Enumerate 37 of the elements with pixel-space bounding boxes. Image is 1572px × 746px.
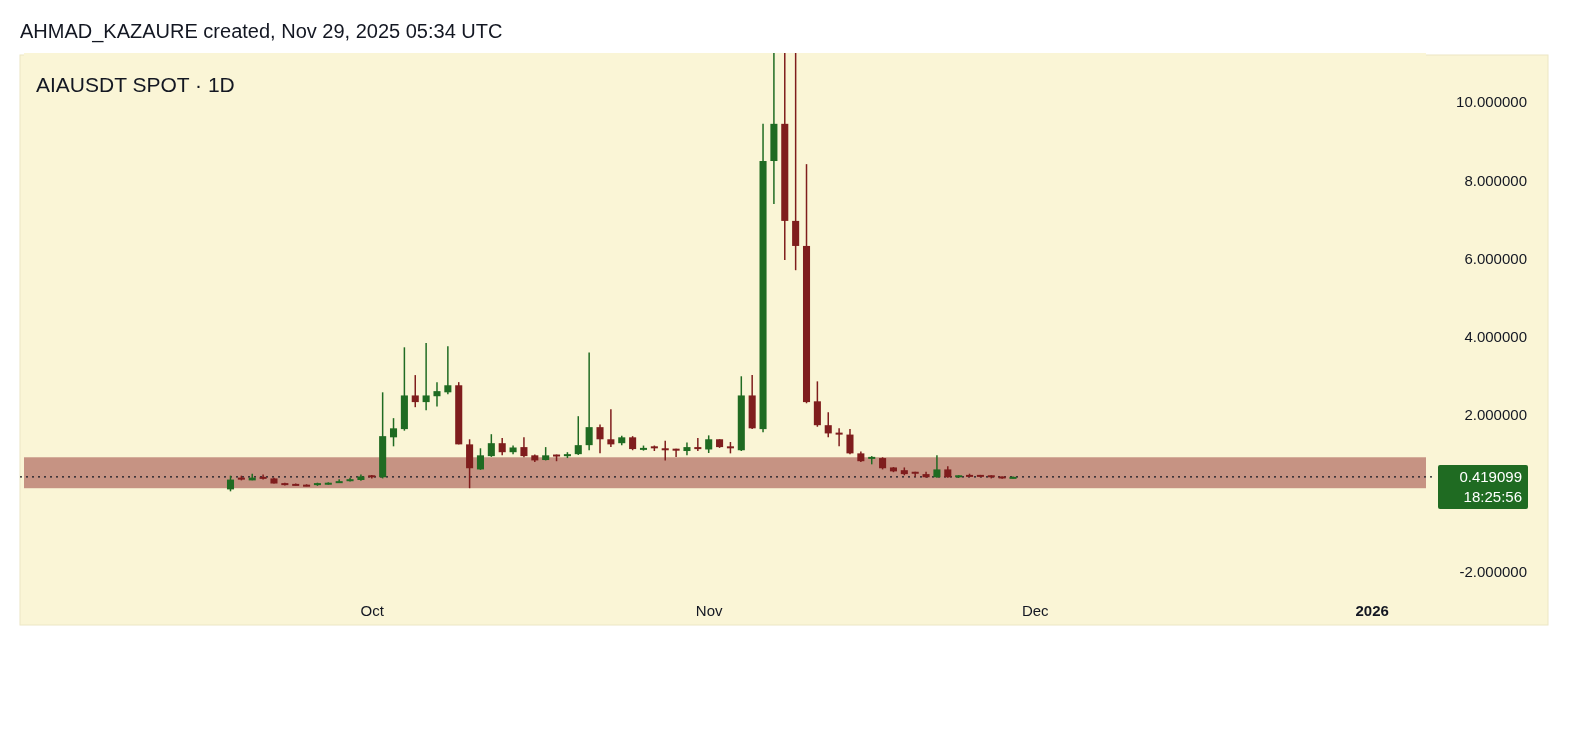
y-tick-label: 2.000000 — [1464, 406, 1527, 424]
candlestick — [607, 408, 615, 448]
candlestick — [444, 345, 452, 396]
candlestick — [824, 411, 832, 439]
text: AIAUSDT SPOT · 1D — [36, 73, 235, 96]
candlestick — [661, 440, 669, 462]
x-tick-label: Nov — [695, 601, 724, 619]
chart-subtitle: AHMAD_KAZAURE created, Nov 29, 2025 05:34 UTC — [20, 20, 503, 43]
y-tick-label: 10.000000 — [1456, 93, 1527, 111]
candlestick — [683, 441, 691, 457]
y-tick-label: 6.000000 — [1464, 249, 1527, 267]
candlestick — [520, 436, 528, 459]
y-tick-label: 8.000000 — [1464, 171, 1527, 189]
x-tick-label: 2026 — [1355, 601, 1389, 619]
candlestick — [476, 447, 484, 471]
candlestick — [574, 415, 582, 456]
candlestick — [411, 374, 419, 408]
candlestick — [835, 427, 843, 448]
ref-line-label: 0.419099 — [1459, 467, 1522, 485]
candlestick — [466, 438, 474, 489]
y-tick-label: -2.000000 — [1459, 562, 1527, 580]
candlestick — [433, 381, 441, 408]
candlestick — [596, 423, 604, 455]
candlestick — [933, 454, 941, 479]
candlestick — [389, 417, 398, 448]
candlestick — [422, 342, 430, 412]
candlestick — [694, 437, 702, 452]
candlestick — [813, 380, 821, 428]
x-tick-label: Oct — [360, 601, 385, 619]
candlestick — [672, 447, 680, 458]
x-tick-label: Dec — [1021, 601, 1050, 619]
candlestick — [487, 433, 495, 458]
y-tick-label: 4.000000 — [1464, 328, 1527, 346]
candlestick — [846, 428, 854, 455]
candlestick — [585, 351, 593, 451]
candlestick — [792, 52, 800, 271]
text: 18:25:56 — [1463, 487, 1522, 505]
